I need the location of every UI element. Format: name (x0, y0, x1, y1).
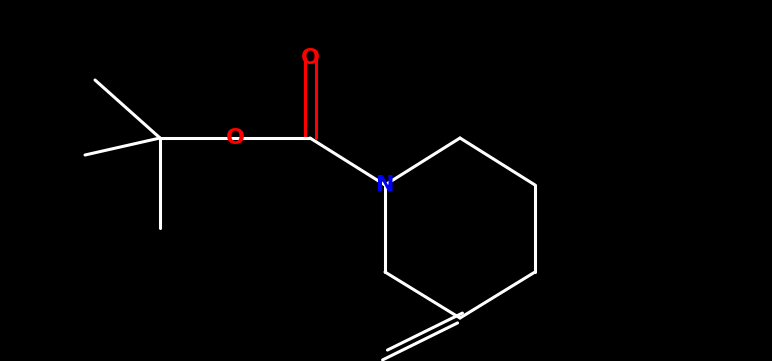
Text: O: O (300, 48, 320, 68)
Text: O: O (225, 128, 245, 148)
Text: N: N (376, 175, 394, 195)
